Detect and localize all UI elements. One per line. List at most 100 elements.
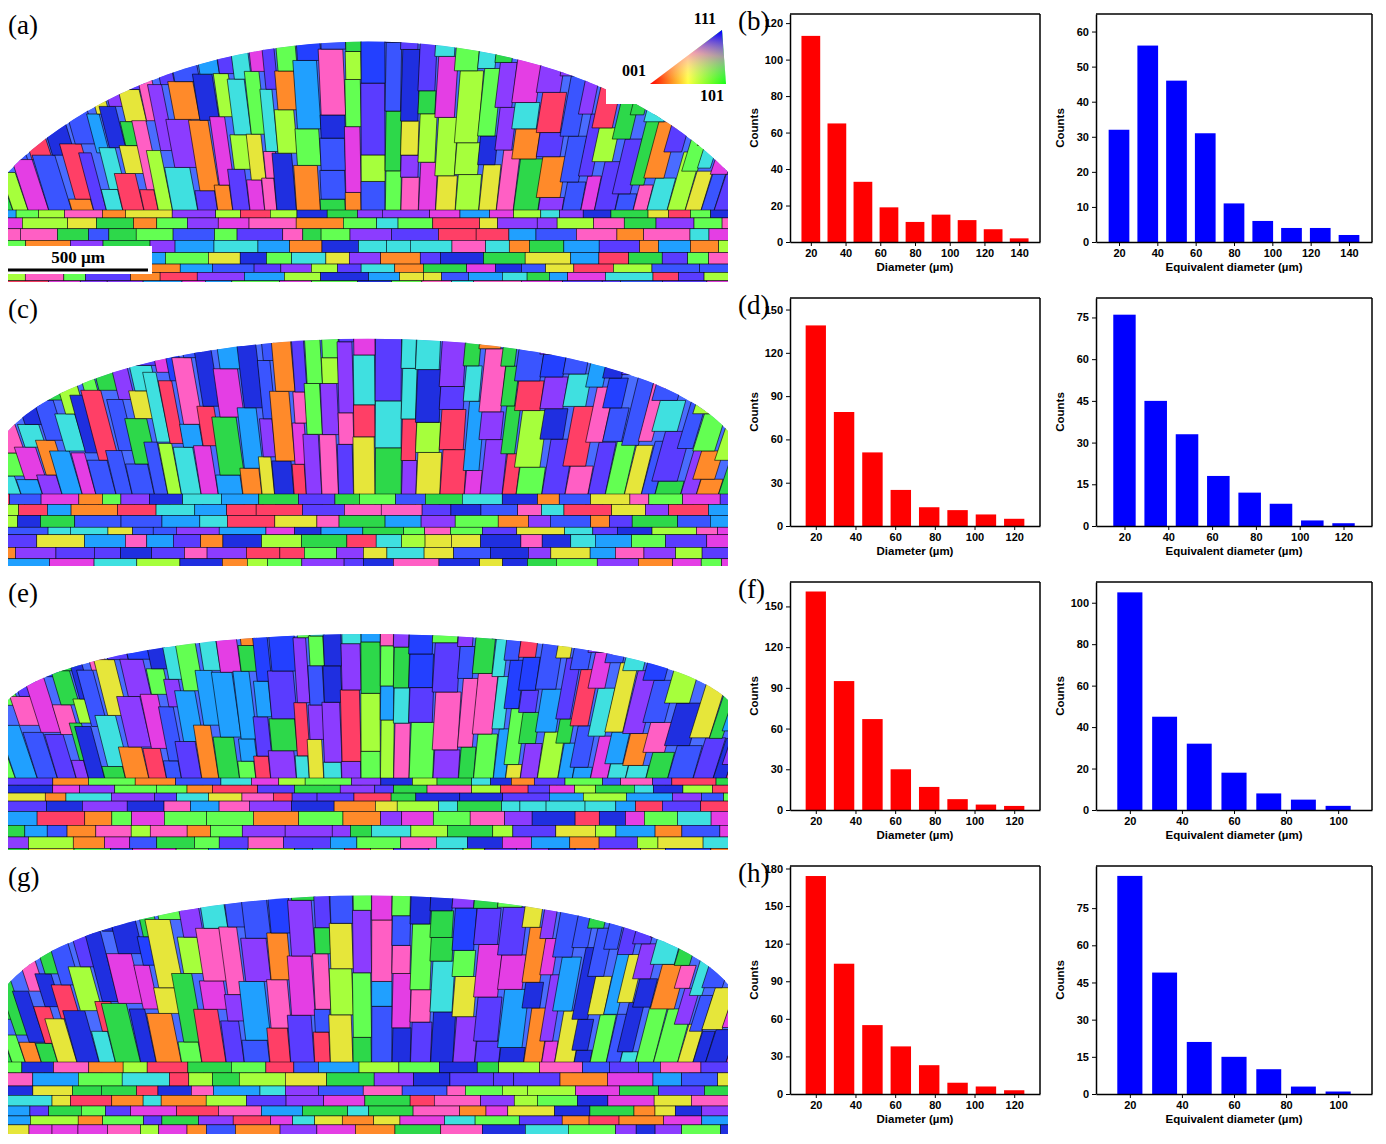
grain bbox=[352, 973, 371, 1038]
y-tick-label: 0 bbox=[1083, 236, 1089, 248]
base-grain bbox=[89, 1062, 123, 1073]
grain bbox=[0, 56, 32, 105]
base-grain bbox=[429, 848, 463, 861]
x-tick-mark bbox=[855, 1094, 856, 1098]
base-grain bbox=[638, 559, 672, 569]
grain bbox=[163, 0, 200, 52]
base-grain bbox=[634, 1106, 655, 1116]
base-grain bbox=[74, 848, 111, 861]
grain bbox=[361, 0, 385, 25]
ipf-label: 101 bbox=[700, 87, 724, 104]
base-grain bbox=[469, 272, 503, 280]
grain bbox=[563, 348, 591, 374]
y-tick-label: 0 bbox=[1083, 520, 1089, 532]
base-grain bbox=[126, 210, 173, 218]
base-grain bbox=[438, 229, 476, 240]
base-grain bbox=[164, 801, 191, 811]
grain bbox=[306, 305, 323, 328]
base-grain bbox=[153, 527, 176, 535]
base-grain bbox=[534, 778, 565, 785]
base-grain bbox=[463, 848, 485, 861]
x-tick: 80 bbox=[909, 242, 921, 259]
base-grain bbox=[339, 515, 385, 527]
grain bbox=[385, 0, 401, 20]
grain bbox=[536, 50, 567, 92]
x-tick-label: 20 bbox=[810, 531, 822, 543]
grain bbox=[345, 79, 361, 126]
grain bbox=[220, 872, 245, 927]
grain bbox=[586, 280, 610, 314]
grain bbox=[361, 597, 380, 642]
base-grain bbox=[591, 515, 610, 527]
x-tick-mark bbox=[880, 242, 881, 246]
x-tick-label: 120 bbox=[1302, 247, 1320, 259]
bar bbox=[1301, 520, 1324, 526]
bar bbox=[1291, 800, 1316, 810]
grain bbox=[210, 9, 234, 74]
base-grain bbox=[648, 210, 669, 218]
y-tick-mark bbox=[786, 769, 790, 770]
grain bbox=[430, 811, 455, 866]
y-axis-title: Counts bbox=[1054, 392, 1066, 432]
x-tick-mark bbox=[1212, 526, 1213, 530]
bar bbox=[834, 681, 854, 810]
grain bbox=[270, 322, 295, 391]
base-grain bbox=[18, 515, 41, 527]
grain bbox=[329, 881, 353, 924]
base-grain bbox=[433, 811, 470, 825]
y-tick-label: 20 bbox=[1077, 166, 1089, 178]
grain bbox=[401, 325, 417, 369]
bar bbox=[828, 123, 847, 242]
grain bbox=[401, 155, 419, 177]
base-grain bbox=[720, 825, 750, 837]
x-tick-label: 20 bbox=[805, 247, 817, 259]
x-tick-mark bbox=[915, 242, 916, 246]
grain bbox=[180, 884, 204, 907]
grain bbox=[512, 10, 540, 37]
x-tick-label: 60 bbox=[1206, 531, 1218, 543]
base-grain bbox=[199, 1116, 234, 1125]
base-grain bbox=[528, 547, 551, 558]
base-grain bbox=[605, 272, 653, 280]
grain bbox=[385, 111, 401, 171]
base-grain bbox=[522, 264, 546, 272]
base-grain bbox=[541, 210, 560, 218]
base-grain bbox=[560, 210, 583, 218]
base-grain bbox=[559, 494, 590, 504]
bar bbox=[862, 1025, 882, 1094]
grain bbox=[755, 399, 796, 445]
grain bbox=[430, 961, 455, 1012]
y-tick-mark bbox=[1092, 317, 1096, 318]
y-tick: 120 bbox=[765, 347, 790, 359]
base-grain bbox=[414, 1073, 450, 1086]
grain bbox=[353, 854, 372, 876]
grain bbox=[340, 690, 361, 762]
base-grain bbox=[575, 785, 596, 793]
base-grain bbox=[480, 559, 503, 569]
base-grain bbox=[211, 825, 243, 837]
grain bbox=[29, 318, 65, 373]
y-tick-mark bbox=[1092, 32, 1096, 33]
x-tick: 60 bbox=[890, 810, 902, 827]
grain bbox=[380, 686, 393, 720]
base-grain bbox=[549, 785, 574, 793]
bar bbox=[1152, 973, 1177, 1094]
base-grain bbox=[109, 229, 136, 240]
grain bbox=[652, 365, 687, 401]
y-tick: 20 bbox=[1077, 763, 1096, 775]
base-grain bbox=[395, 1125, 441, 1138]
y-tick: 15 bbox=[1077, 478, 1096, 490]
grain bbox=[353, 286, 375, 355]
base-grain bbox=[293, 1116, 315, 1125]
base-grain bbox=[621, 281, 663, 294]
grain bbox=[239, 822, 271, 881]
base-grain bbox=[422, 281, 452, 294]
base-grain bbox=[575, 848, 595, 861]
grain bbox=[553, 856, 578, 889]
base-grain bbox=[404, 527, 425, 535]
y-tick-mark bbox=[1092, 908, 1096, 909]
x-tick: 120 bbox=[1006, 810, 1024, 827]
x-tick-mark bbox=[1157, 242, 1158, 246]
base-grain bbox=[327, 1073, 374, 1086]
y-tick-mark bbox=[1092, 945, 1096, 946]
